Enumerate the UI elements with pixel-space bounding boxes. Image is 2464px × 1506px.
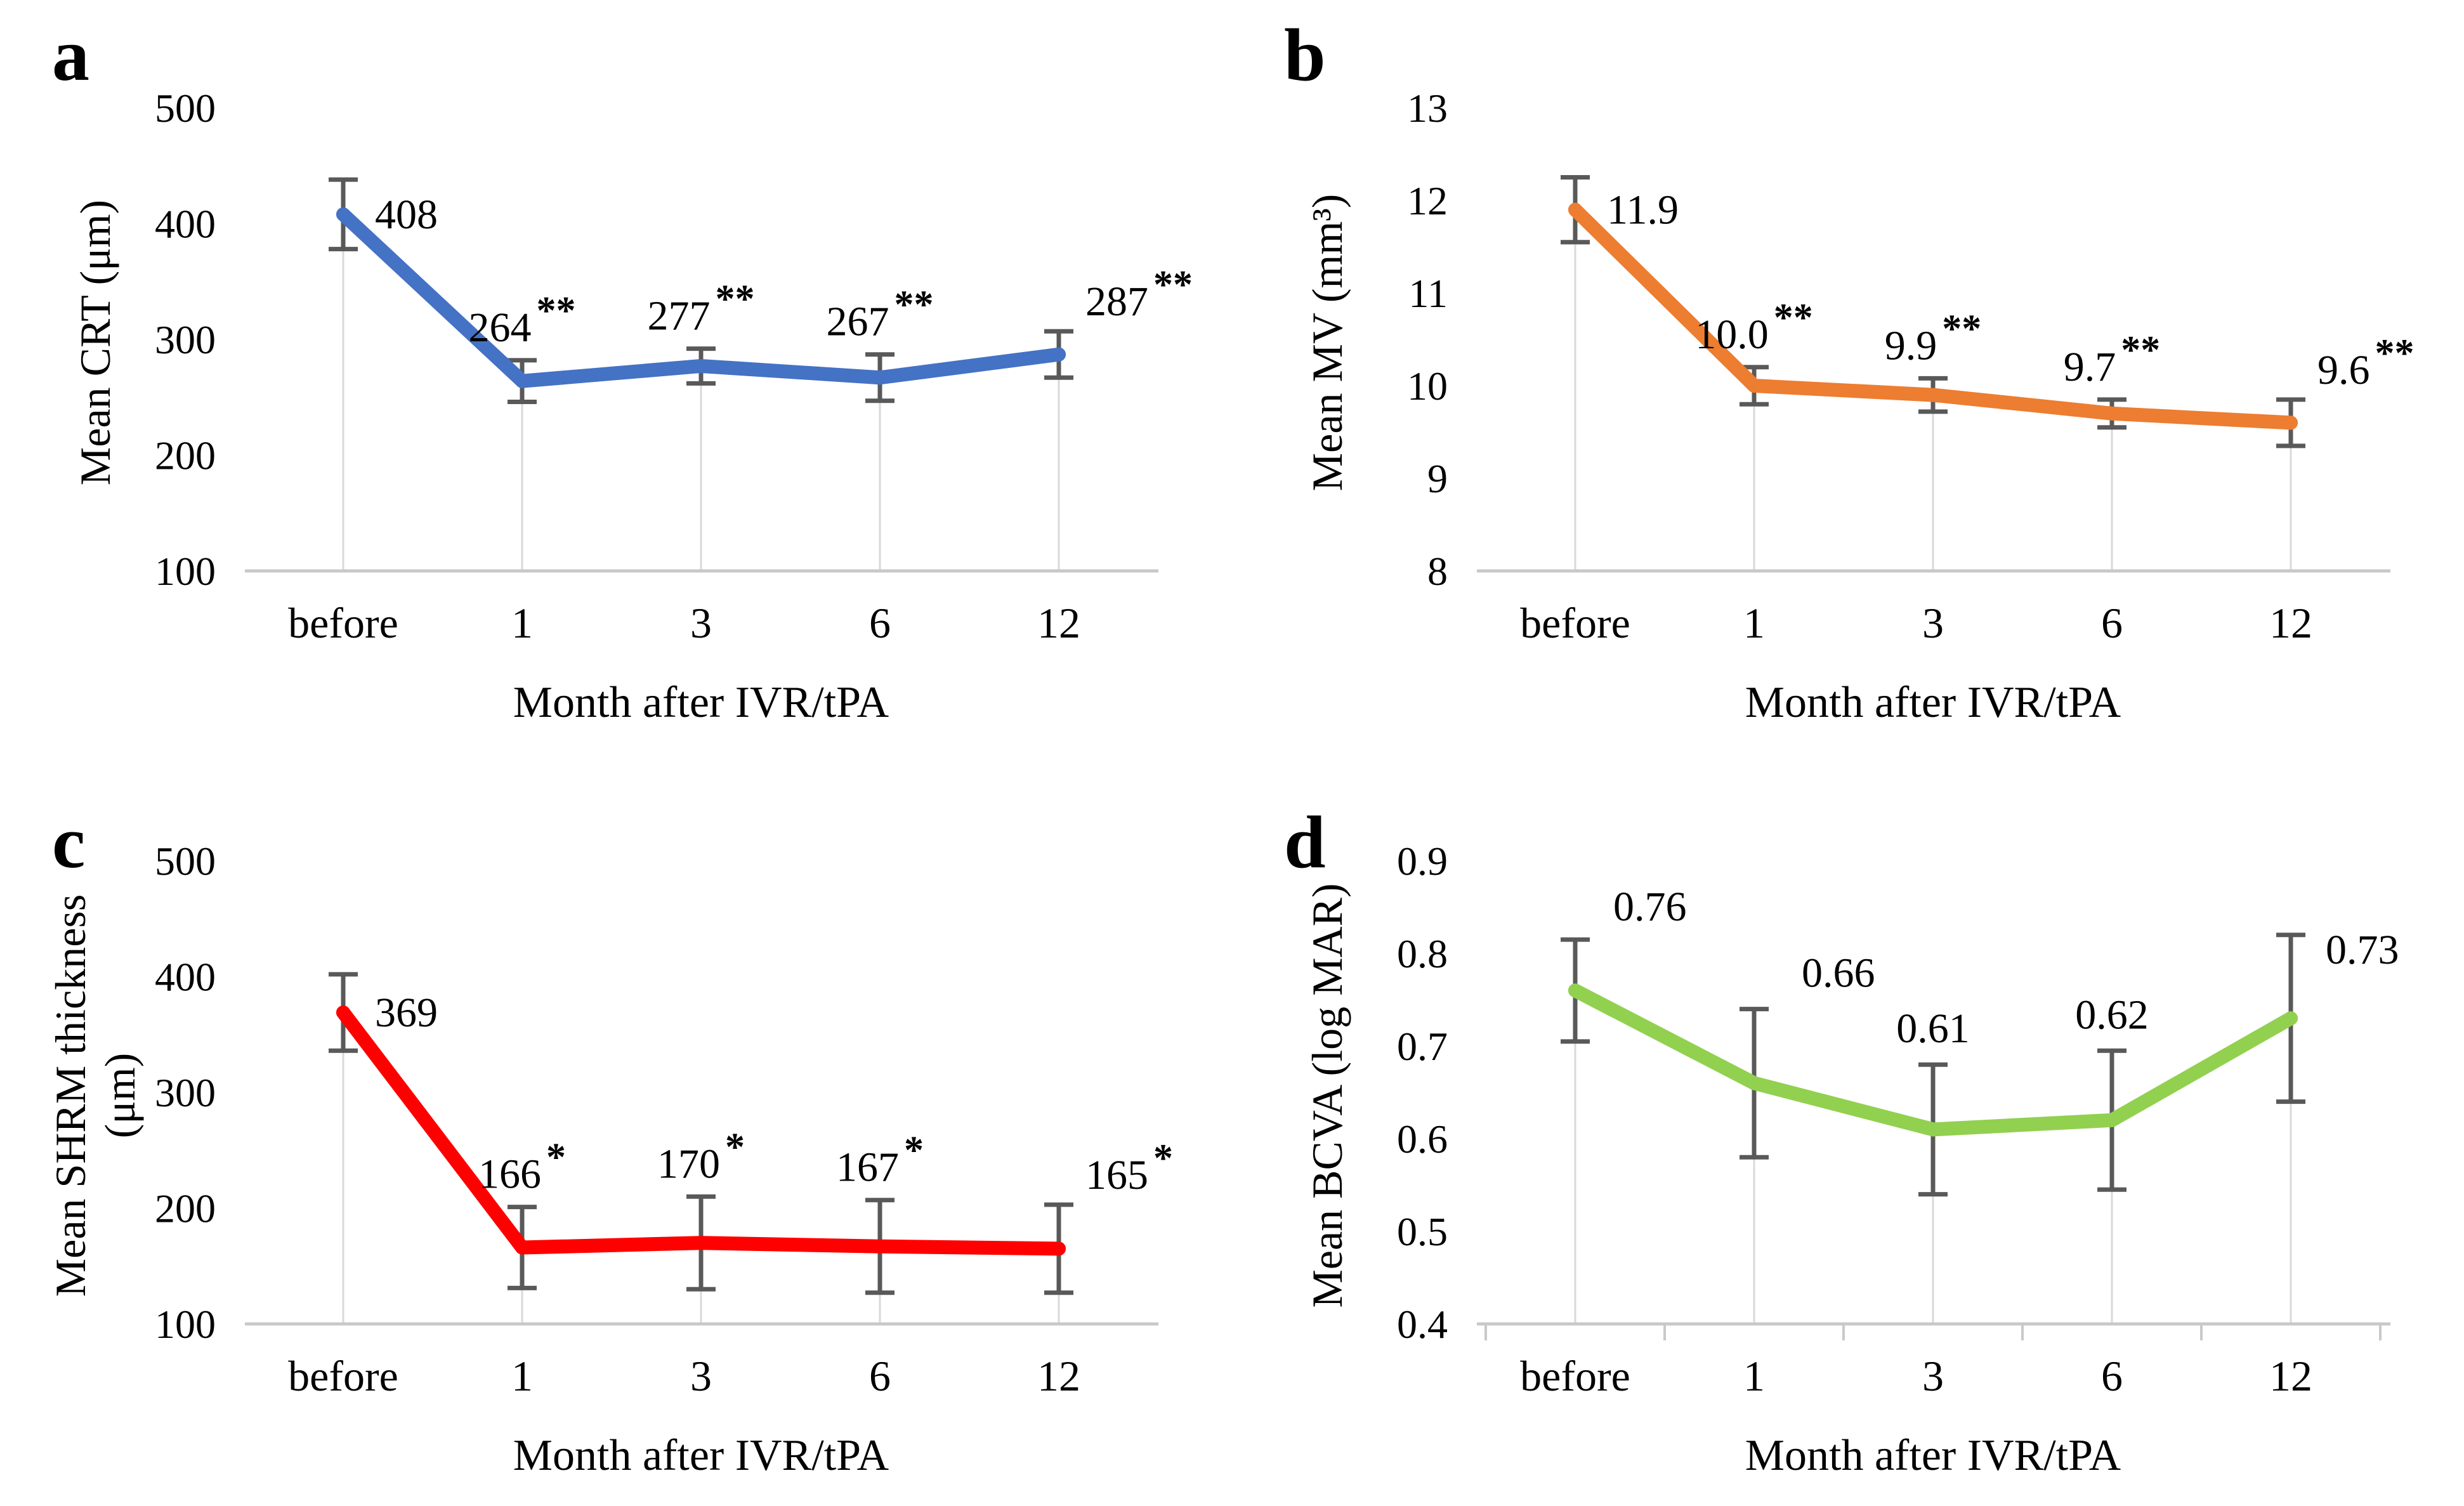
data-point-label: 10.0 ** [1695, 296, 1813, 358]
y-tick-label: 500 [155, 839, 216, 884]
y-tick-label: 0.8 [1397, 931, 1448, 976]
data-point-label: 0.76 [1613, 884, 1687, 930]
data-point [1052, 1241, 1066, 1256]
x-axis-title: Month after IVR/tPA [1745, 1431, 2121, 1480]
y-tick-label: 0.6 [1397, 1116, 1448, 1162]
data-point-label: 9.7 ** [2064, 329, 2161, 390]
data-point [336, 207, 350, 221]
y-tick-label: 0.5 [1397, 1209, 1448, 1254]
data-point-label: 0.66 [1802, 950, 1875, 997]
y-tick-label: 8 [1427, 549, 1448, 594]
y-tick-label: 0.9 [1397, 839, 1448, 884]
x-tick-label: 6 [2101, 599, 2123, 647]
panel-letter-c: c [52, 801, 86, 884]
x-tick-label: 12 [1037, 599, 1080, 647]
y-tick-label: 0.4 [1397, 1302, 1448, 1347]
data-point [1052, 347, 1066, 362]
data-point [1926, 388, 1940, 402]
x-tick-label: 6 [869, 599, 891, 647]
chart-d-svg: 0.9 0.8 0.7 0.6 0.5 0.4 0.76 0.66 0.61 0.62 0.73 be… [1397, 839, 2399, 1480]
data-point [2105, 1113, 2119, 1127]
x-axis-title: Month after IVR/tPA [1745, 678, 2121, 727]
x-tick-label: 6 [2101, 1352, 2123, 1400]
y-tick-label: 200 [155, 1186, 216, 1231]
data-point-label: 170 * [657, 1125, 745, 1187]
x-tick-label: 1 [1743, 1352, 1765, 1400]
x-tick-label: 3 [690, 1352, 712, 1400]
panel-letter-a: a [52, 13, 89, 96]
data-point [873, 1239, 887, 1254]
data-point-label: 9.9 ** [1885, 307, 1982, 369]
data-point-label: 369 [375, 990, 438, 1036]
data-point [515, 374, 529, 388]
data-point [515, 1240, 529, 1255]
data-point [336, 1005, 350, 1020]
data-point-label: 9.6 ** [2317, 332, 2415, 393]
x-tick-label: 12 [2269, 1352, 2312, 1400]
data-point [2284, 1011, 2298, 1026]
data-point-label: 277 ** [648, 278, 755, 339]
panel-c: c Mean SHRM thickness (μm) 500 400 300 200 1… [0, 753, 1232, 1506]
y-tick-label: 100 [155, 1302, 216, 1347]
panel-b: b Mean MV (mm³) 13 12 11 10 9 8 11.9 10.0 ** 9.9 *… [1232, 0, 2464, 753]
data-point [1926, 1122, 1940, 1137]
x-tick-label: 1 [511, 1352, 533, 1400]
x-axis-title: Month after IVR/tPA [513, 678, 889, 727]
data-point-label: 287 ** [1085, 263, 1193, 325]
x-tick-label: 3 [1922, 599, 1944, 647]
y-tick-label: 500 [155, 86, 216, 131]
y-tick-label: 300 [155, 1070, 216, 1115]
x-tick-label: before [1520, 599, 1630, 647]
x-axis-title: Month after IVR/tPA [513, 1431, 889, 1480]
chart-a-svg: 500 400 300 200 100 408 264 ** 277 ** 267 ** 287 ** be… [155, 86, 1193, 727]
y-tick-label: 0.7 [1397, 1024, 1448, 1069]
x-tick-label: 3 [690, 599, 712, 647]
chart-c-svg: 500 400 300 200 100 369 166 * 170 * 167 * 165 * before… [155, 839, 1173, 1480]
data-point-label: 165 * [1085, 1137, 1173, 1198]
data-point-label: 167 * [836, 1129, 924, 1191]
panel-d: d Mean BCVA (log MAR) 0.9 0.8 0.7 0.6 0.5 0.4… [1232, 753, 2464, 1506]
x-tick-label: before [1520, 1352, 1630, 1400]
y-tick-label: 13 [1407, 86, 1448, 131]
data-point [694, 1236, 708, 1250]
y-tick-label: 100 [155, 549, 216, 594]
data-point-label: 267 ** [827, 284, 934, 345]
y-tick-label: 200 [155, 433, 216, 478]
x-tick-label: before [288, 599, 398, 647]
y-tick-label: 11 [1408, 271, 1448, 316]
data-point-label: 166 * [478, 1136, 566, 1198]
y-tick-label: 10 [1407, 363, 1448, 409]
data-point [873, 370, 887, 385]
panel-a: a Mean CRT (μm) 500 400 300 200 100 408 264 ** 2… [0, 0, 1232, 753]
data-point-label: 0.73 [2326, 927, 2399, 973]
data-point [1568, 983, 1582, 998]
x-tick-label: 12 [2269, 599, 2312, 647]
y-tick-label: 400 [155, 202, 216, 247]
y-tick-label: 400 [155, 955, 216, 1000]
y-tick-label: 300 [155, 317, 216, 362]
x-tick-label: 3 [1922, 1352, 1944, 1400]
y-tick-label: 12 [1407, 178, 1448, 223]
data-point-label: 0.61 [1896, 1005, 1970, 1052]
data-point [1747, 1076, 1761, 1090]
x-tick-label: before [288, 1352, 398, 1400]
data-point-label: 408 [375, 192, 438, 238]
data-point [1747, 379, 1761, 393]
data-point [2284, 416, 2298, 430]
data-point [1568, 202, 1582, 217]
data-point-label: 0.62 [2075, 992, 2149, 1038]
x-tick-label: 1 [511, 599, 533, 647]
y-tick-label: 9 [1427, 456, 1448, 501]
panel-letter-b: b [1284, 13, 1326, 96]
data-point-label: 11.9 [1607, 187, 1679, 233]
data-point [694, 358, 708, 373]
x-tick-label: 1 [1743, 599, 1765, 647]
data-point-label: 264 ** [469, 289, 576, 351]
data-point [2105, 406, 2119, 421]
x-tick-label: 12 [1037, 1352, 1080, 1400]
panel-letter-d: d [1284, 801, 1326, 884]
x-tick-label: 6 [869, 1352, 891, 1400]
